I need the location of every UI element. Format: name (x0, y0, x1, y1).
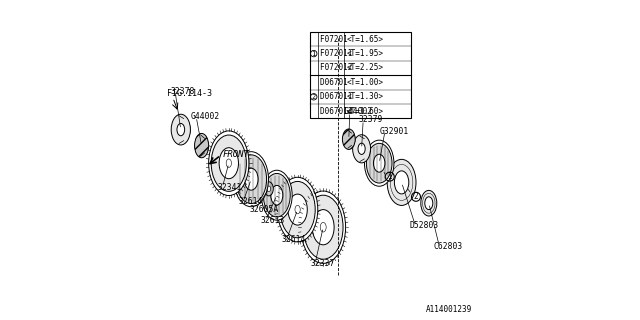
Ellipse shape (236, 155, 267, 204)
Ellipse shape (244, 168, 258, 190)
Text: 1: 1 (312, 51, 316, 57)
Bar (310, 32, 411, 118)
Text: 32379: 32379 (358, 116, 383, 124)
Text: G44002: G44002 (344, 108, 373, 116)
Ellipse shape (367, 143, 392, 183)
Ellipse shape (421, 190, 437, 216)
Ellipse shape (262, 170, 292, 220)
Ellipse shape (358, 139, 371, 159)
Text: FIG.114-3: FIG.114-3 (167, 89, 212, 98)
Ellipse shape (358, 143, 365, 155)
Text: <T=1.00>: <T=1.00> (346, 78, 383, 87)
Text: G44002: G44002 (191, 112, 220, 121)
Ellipse shape (301, 191, 346, 263)
Ellipse shape (172, 114, 191, 145)
Ellipse shape (425, 197, 433, 210)
Text: 32341: 32341 (218, 183, 242, 192)
Text: <T=1.95>: <T=1.95> (346, 49, 383, 58)
Ellipse shape (320, 222, 326, 232)
Ellipse shape (280, 181, 316, 238)
Ellipse shape (365, 140, 394, 186)
Text: C62803: C62803 (434, 242, 463, 251)
Text: 32337: 32337 (310, 259, 335, 268)
Text: A114001239: A114001239 (426, 305, 472, 314)
Text: D06701: D06701 (320, 78, 356, 87)
Text: 32605A: 32605A (250, 205, 279, 214)
Text: F07201: F07201 (320, 35, 356, 44)
Ellipse shape (234, 152, 269, 207)
Text: FRONT: FRONT (223, 150, 250, 159)
Text: <T=2.25>: <T=2.25> (346, 63, 383, 73)
Ellipse shape (348, 133, 355, 145)
Ellipse shape (177, 124, 185, 136)
Ellipse shape (267, 186, 271, 192)
Ellipse shape (312, 210, 334, 245)
Ellipse shape (177, 119, 191, 140)
Text: <T=1.65>: <T=1.65> (346, 35, 383, 44)
FancyBboxPatch shape (356, 137, 367, 161)
Text: D067012: D067012 (320, 107, 356, 116)
Text: 32614: 32614 (282, 236, 306, 244)
Text: 2: 2 (413, 192, 419, 201)
Text: G32901: G32901 (380, 127, 408, 136)
Ellipse shape (288, 194, 307, 225)
Ellipse shape (226, 159, 232, 167)
Text: 32613: 32613 (261, 216, 285, 225)
Ellipse shape (295, 205, 300, 214)
Ellipse shape (264, 173, 291, 217)
Text: D52803: D52803 (410, 221, 439, 230)
Text: <T=1.30>: <T=1.30> (346, 92, 383, 101)
Text: 32614: 32614 (239, 197, 263, 206)
Ellipse shape (303, 195, 343, 259)
Ellipse shape (200, 138, 209, 153)
Ellipse shape (387, 159, 416, 205)
Text: F072012: F072012 (320, 63, 356, 73)
Ellipse shape (271, 185, 283, 205)
Text: 2: 2 (312, 94, 316, 100)
Ellipse shape (195, 133, 209, 158)
Text: D067011: D067011 (320, 92, 356, 101)
Ellipse shape (278, 177, 318, 242)
FancyBboxPatch shape (175, 116, 187, 143)
Ellipse shape (209, 131, 249, 196)
Text: 32378: 32378 (170, 87, 195, 96)
Ellipse shape (211, 135, 246, 191)
Ellipse shape (374, 154, 385, 172)
Ellipse shape (342, 129, 355, 149)
Text: F072011: F072011 (320, 49, 356, 58)
Ellipse shape (219, 148, 239, 179)
Text: <T=1.60>: <T=1.60> (346, 107, 383, 116)
Ellipse shape (394, 171, 409, 194)
Text: 1: 1 (387, 172, 392, 181)
Ellipse shape (353, 135, 371, 163)
Ellipse shape (264, 182, 273, 196)
